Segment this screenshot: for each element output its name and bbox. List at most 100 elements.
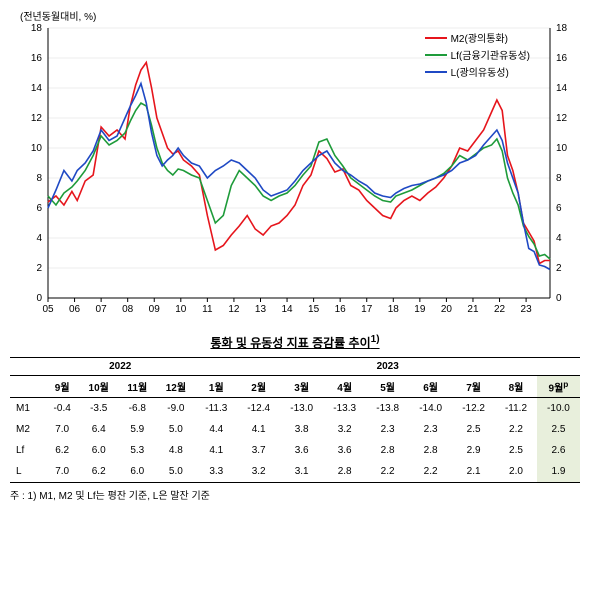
month-header: 1월 xyxy=(195,376,237,398)
row-label: L xyxy=(10,461,45,483)
cell: 5.0 xyxy=(156,419,195,440)
series-M2 xyxy=(48,63,550,264)
svg-text:15: 15 xyxy=(308,304,320,315)
svg-text:14: 14 xyxy=(556,83,568,94)
data-table: 20222023 9월10월11월12월1월2월3월4월5월6월7월8월9월p … xyxy=(10,357,580,483)
cell: 2.6 xyxy=(537,440,580,461)
month-header: 3월 xyxy=(280,376,323,398)
svg-text:16: 16 xyxy=(556,53,568,64)
table-body: M1-0.4-3.5-6.8-9.0-11.3-12.4-13.0-13.3-1… xyxy=(10,398,580,483)
table-row: M1-0.4-3.5-6.8-9.0-11.3-12.4-13.0-13.3-1… xyxy=(10,398,580,420)
cell: 2.2 xyxy=(409,461,452,483)
svg-text:14: 14 xyxy=(281,304,293,315)
svg-text:11: 11 xyxy=(202,304,213,315)
cell: 2.5 xyxy=(537,419,580,440)
cell: 4.1 xyxy=(237,419,280,440)
series-L xyxy=(48,84,550,270)
cell: -12.2 xyxy=(452,398,495,420)
svg-text:8: 8 xyxy=(36,173,42,184)
cell: 7.0 xyxy=(45,419,79,440)
svg-text:18: 18 xyxy=(31,23,43,34)
month-header: 10월 xyxy=(79,376,118,398)
cell: -13.3 xyxy=(323,398,366,420)
cell: 3.2 xyxy=(323,419,366,440)
year-header-row: 20222023 xyxy=(10,358,580,376)
svg-text:10: 10 xyxy=(31,143,43,154)
svg-text:07: 07 xyxy=(96,304,108,315)
blank-corner xyxy=(10,358,45,376)
legend-item: Lf(금융기관유동성) xyxy=(425,47,530,62)
cell: 3.2 xyxy=(237,461,280,483)
table-title: 통화 및 유동성 지표 증감률 추이1) xyxy=(10,334,580,351)
svg-text:18: 18 xyxy=(556,23,568,34)
cell: 2.1 xyxy=(452,461,495,483)
cell: 5.9 xyxy=(118,419,156,440)
blank-corner xyxy=(10,376,45,398)
cell: 1.9 xyxy=(537,461,580,483)
chart-legend: M2(광의통화)Lf(금융기관유동성)L(광의유동성) xyxy=(425,30,530,81)
svg-text:10: 10 xyxy=(556,143,568,154)
cell: 6.0 xyxy=(79,440,118,461)
cell: -0.4 xyxy=(45,398,79,420)
svg-text:17: 17 xyxy=(361,304,373,315)
svg-text:4: 4 xyxy=(556,233,562,244)
month-header: 6월 xyxy=(409,376,452,398)
svg-text:6: 6 xyxy=(556,203,562,214)
legend-swatch xyxy=(425,71,447,73)
table-row: L7.06.26.05.03.33.23.12.82.22.22.12.01.9 xyxy=(10,461,580,483)
y-axis-title: (전년동월대비, %) xyxy=(20,8,96,23)
svg-text:21: 21 xyxy=(467,304,479,315)
svg-text:12: 12 xyxy=(31,113,43,124)
cell: 6.4 xyxy=(79,419,118,440)
cell: 2.2 xyxy=(495,419,537,440)
svg-text:12: 12 xyxy=(556,113,568,124)
cell: 2.2 xyxy=(366,461,409,483)
cell: 2.3 xyxy=(409,419,452,440)
chart-container: (전년동월대비, %) M2(광의통화)Lf(금융기관유동성)L(광의유동성) … xyxy=(10,10,580,320)
svg-text:16: 16 xyxy=(31,53,43,64)
cell: -9.0 xyxy=(156,398,195,420)
legend-swatch xyxy=(425,54,447,56)
cell: -3.5 xyxy=(79,398,118,420)
svg-text:14: 14 xyxy=(31,83,43,94)
svg-text:2: 2 xyxy=(556,263,562,274)
cell: 3.1 xyxy=(280,461,323,483)
cell: -12.4 xyxy=(237,398,280,420)
month-header: 9월 xyxy=(45,376,79,398)
series-Lf xyxy=(48,103,550,259)
cell: 4.4 xyxy=(195,419,237,440)
svg-text:05: 05 xyxy=(42,304,54,315)
cell: -11.3 xyxy=(195,398,237,420)
month-header: 9월p xyxy=(537,376,580,398)
year-header: 2023 xyxy=(195,358,580,376)
cell: -11.2 xyxy=(495,398,537,420)
svg-text:8: 8 xyxy=(556,173,562,184)
table-title-text: 통화 및 유동성 지표 증감률 추이 xyxy=(210,336,370,350)
legend-item: M2(광의통화) xyxy=(425,30,530,45)
cell: 3.6 xyxy=(280,440,323,461)
cell: 2.9 xyxy=(452,440,495,461)
row-label: Lf xyxy=(10,440,45,461)
cell: 2.8 xyxy=(366,440,409,461)
table-row: M27.06.45.95.04.44.13.83.22.32.32.52.22.… xyxy=(10,419,580,440)
cell: 4.1 xyxy=(195,440,237,461)
legend-label: M2(광의통화) xyxy=(451,30,508,45)
cell: 2.8 xyxy=(409,440,452,461)
row-label: M2 xyxy=(10,419,45,440)
month-header: 8월 xyxy=(495,376,537,398)
cell: 2.0 xyxy=(495,461,537,483)
cell: 5.3 xyxy=(118,440,156,461)
cell: 3.3 xyxy=(195,461,237,483)
cell: -13.8 xyxy=(366,398,409,420)
cell: 2.5 xyxy=(495,440,537,461)
cell: -10.0 xyxy=(537,398,580,420)
svg-text:0: 0 xyxy=(36,293,42,304)
row-label: M1 xyxy=(10,398,45,420)
svg-text:12: 12 xyxy=(228,304,240,315)
cell: 5.0 xyxy=(156,461,195,483)
cell: 6.2 xyxy=(45,440,79,461)
svg-text:6: 6 xyxy=(36,203,42,214)
cell: -14.0 xyxy=(409,398,452,420)
cell: 6.0 xyxy=(118,461,156,483)
year-header: 2022 xyxy=(45,358,195,376)
